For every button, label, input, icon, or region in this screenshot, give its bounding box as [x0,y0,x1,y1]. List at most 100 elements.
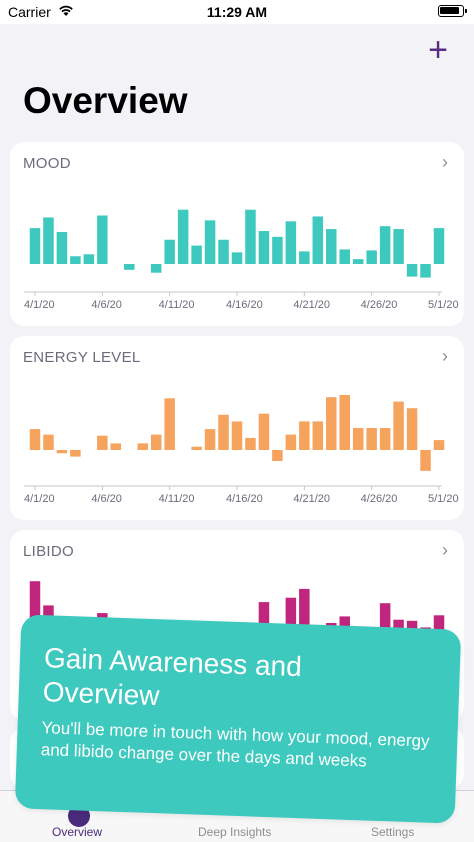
navigation-header: + Overview [0,24,474,134]
libido-bar [379,603,391,634]
mood-bar [352,259,364,264]
mood-card[interactable]: MOOD › 4/1/20 4/6/20 4/11/20 4/16/20 4/21/20… [10,142,464,326]
mood-bar [339,249,350,264]
libido-bar [258,602,270,634]
card-title: MOOD [23,155,71,172]
mood-bar [97,215,108,264]
mood-bar [164,239,175,264]
energy-bar [366,428,377,450]
energy-bar [258,413,270,450]
tab-overview[interactable]: Overview [52,825,103,839]
energy-bar [379,428,391,450]
energy-bar [312,421,324,450]
energy-bar [204,429,216,450]
energy-bar [420,450,431,471]
energy-bar [164,398,175,450]
x-tick-label: 4/21/20 [293,493,330,505]
energy-bar [352,428,364,450]
energy-bar [245,437,256,450]
energy-bar [43,434,54,450]
battery-icon [438,5,467,17]
card-title: ENERGY LEVEL [23,349,141,366]
mood-bar [379,226,391,264]
energy-bar [231,421,243,450]
chevron-right-icon: › [442,152,448,172]
energy-card[interactable]: ENERGY LEVEL › 4/1/20 4/6/20 4/11/20 4/16/2… [10,336,464,520]
x-tick-label: 4/1/20 [24,493,55,505]
energy-bar [272,450,283,461]
x-tick-label: 4/16/20 [226,493,263,505]
x-tick-label: 5/1/20 [428,299,459,311]
mood-bar [191,245,202,264]
carrier-label: Carrier [8,4,51,20]
mood-bar [204,220,216,264]
mood-bar [245,209,256,264]
energy-bar [110,443,122,450]
x-tick-label: 4/26/20 [361,493,398,505]
mood-bar [285,221,297,264]
mood-bar [218,239,229,264]
energy-bar [191,446,202,450]
mood-bar [326,229,337,264]
energy-bar-chart: 4/1/20 4/6/20 4/11/20 4/16/20 4/21/20 4/26/20… [24,395,459,505]
mood-bar [258,231,270,264]
libido-bar [285,597,297,634]
energy-bar [29,429,41,450]
libido-bar [29,581,41,634]
energy-bar [218,414,229,450]
promo-body: You'll be more in touch with how your mo… [40,718,430,771]
x-tick-label: 4/6/20 [91,299,122,311]
mood-bar [433,228,445,264]
mood-bar [83,254,95,264]
mood-bar [272,236,283,264]
promo-banner: Gain Awareness and Overview You'll be mo… [14,614,462,824]
energy-bar [406,408,418,450]
clock-time: 11:29 AM [206,4,268,20]
energy-bar [299,421,310,450]
x-tick-label: 4/21/20 [293,299,330,311]
mood-bar [393,229,404,264]
energy-bar [97,435,108,450]
libido-bar [299,588,310,634]
libido-bar [433,615,445,634]
mood-bar [43,217,54,264]
x-tick-label: 4/11/20 [159,493,195,505]
mood-bar-chart: 4/1/20 4/6/20 4/11/20 4/16/20 4/21/20 4/26/20… [24,209,459,311]
page-title: Overview [23,80,188,121]
x-tick-label: 4/26/20 [361,299,398,311]
tab-settings[interactable]: Settings [371,825,415,839]
energy-bar [285,434,297,450]
card-title: LIBIDO [23,543,74,560]
mood-bar [150,264,162,273]
wifi-icon [59,5,73,16]
energy-bar [339,395,350,450]
mood-bar [177,209,189,264]
mood-bar [366,250,377,264]
status-bar: Carrier 11:29 AM [0,0,474,24]
add-entry-button[interactable]: + [428,31,448,69]
mood-bar [70,256,81,264]
tab-deep-insights[interactable]: Deep Insights [198,825,272,839]
chevron-right-icon: › [442,346,448,366]
x-tick-label: 4/1/20 [24,299,55,311]
energy-bar [433,440,445,450]
promo-heading: Gain Awareness and Overview [42,642,303,712]
energy-bar [56,450,68,454]
chevron-right-icon: › [442,540,448,560]
mood-bar [231,252,243,264]
x-tick-label: 5/1/20 [428,493,459,505]
x-tick-label: 4/16/20 [226,299,263,311]
x-tick-label: 4/6/20 [91,493,122,505]
mood-bar [420,264,431,278]
energy-bar [150,434,162,450]
mood-bar [56,231,68,264]
mood-bar [29,228,41,264]
mood-bar [299,251,310,264]
energy-bar [326,397,337,450]
energy-bar [137,443,148,450]
mood-bar [124,264,135,270]
x-tick-label: 4/11/20 [159,299,195,311]
energy-bar [393,401,404,450]
energy-bar [70,450,81,457]
mood-bar [406,264,418,277]
